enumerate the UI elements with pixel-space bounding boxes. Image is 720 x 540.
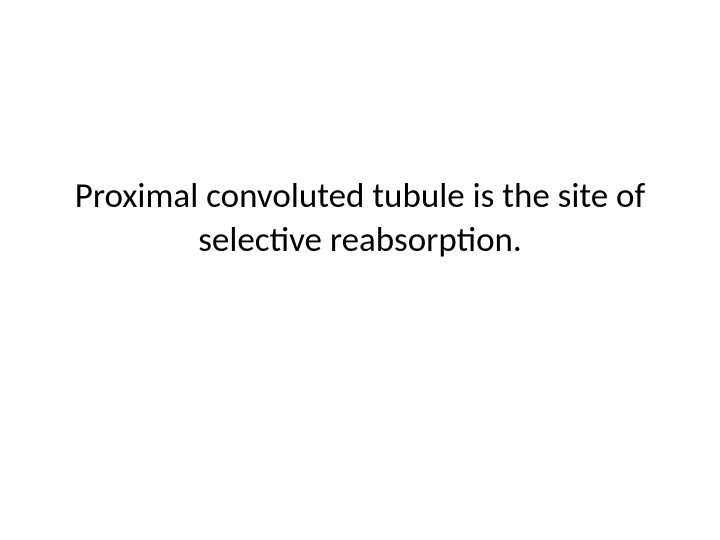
slide-title: Proximal convoluted tubule is the site o… bbox=[60, 175, 660, 263]
slide: Proximal convoluted tubule is the site o… bbox=[0, 0, 720, 540]
